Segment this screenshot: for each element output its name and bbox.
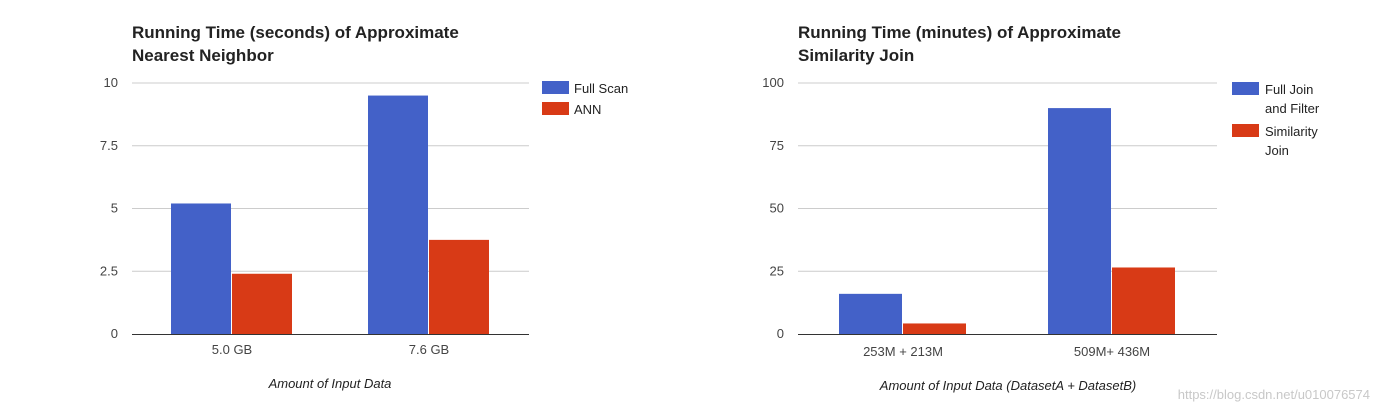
chart-1-y-tick-label: 7.5 bbox=[100, 138, 118, 153]
chart-2-bar-series-1-cat-1 bbox=[839, 293, 902, 334]
chart-2-x-tick-label: 253M + 213M bbox=[863, 344, 943, 359]
chart-1-bar-series-1-cat-1 bbox=[171, 203, 231, 334]
chart-2-y-tick-label: 75 bbox=[770, 138, 784, 153]
chart-1-y-ticks: 0 2.5 5 7.5 10 bbox=[100, 75, 118, 341]
chart-1-legend-swatch-ann bbox=[542, 102, 569, 115]
chart-2-y-tick-label: 0 bbox=[777, 326, 784, 341]
chart-2-x-tick-label: 509M+ 436M bbox=[1074, 344, 1150, 359]
chart-1-legend-label-full-scan: Full Scan bbox=[574, 81, 628, 96]
chart-1-bar-series-2-cat-2 bbox=[429, 239, 489, 334]
chart-1-legend-swatch-full-scan bbox=[542, 81, 569, 94]
watermark-url: https://blog.csdn.net/u010076574 bbox=[1178, 387, 1370, 402]
chart-2-bar-series-2-cat-2 bbox=[1112, 267, 1175, 334]
chart-2-legend-swatch-full-join bbox=[1232, 82, 1259, 95]
chart-1-y-tick-label: 10 bbox=[104, 75, 118, 90]
chart-2-gridlines bbox=[798, 82, 1217, 272]
chart-2-bar-series-1-cat-2 bbox=[1048, 108, 1111, 334]
chart-2-legend-label-line-1: Similarity bbox=[1265, 124, 1318, 139]
chart-2-legend-label-line-2: Join bbox=[1265, 143, 1289, 158]
chart-1-y-tick-label: 0 bbox=[111, 326, 118, 341]
chart-2-y-ticks: 0 25 50 75 100 bbox=[762, 75, 784, 341]
chart-1-x-tick-label: 5.0 GB bbox=[212, 342, 252, 357]
chart-1-legend: Full Scan ANN bbox=[542, 81, 628, 117]
chart-2-x-axis-label: Amount of Input Data (DatasetA + Dataset… bbox=[879, 378, 1136, 393]
chart-1: Running Time (seconds) of Approximate Ne… bbox=[100, 23, 628, 391]
chart-2-y-tick-label: 50 bbox=[770, 201, 784, 216]
chart-2-title-line-2: Similarity Join bbox=[798, 46, 914, 65]
chart-2-legend: Full Join and Filter Similarity Join bbox=[1232, 82, 1320, 158]
chart-2-y-tick-label: 25 bbox=[770, 263, 784, 278]
chart-1-title-line-2: Nearest Neighbor bbox=[132, 46, 274, 65]
chart-1-bars bbox=[171, 95, 489, 334]
chart-1-y-tick-label: 2.5 bbox=[100, 263, 118, 278]
chart-1-x-axis-label: Amount of Input Data bbox=[268, 376, 392, 391]
chart-2-y-tick-label: 100 bbox=[762, 75, 784, 90]
chart-2-legend-label-line-1: Full Join bbox=[1265, 82, 1313, 97]
chart-1-title-line-1: Running Time (seconds) of Approximate bbox=[132, 23, 459, 42]
chart-1-y-tick-label: 5 bbox=[111, 201, 118, 216]
chart-2-bars bbox=[839, 108, 1175, 334]
chart-2-title-line-1: Running Time (minutes) of Approximate bbox=[798, 23, 1121, 42]
chart-1-legend-label-ann: ANN bbox=[574, 102, 601, 117]
chart-2-bar-series-2-cat-1 bbox=[903, 323, 966, 334]
chart-2: Running Time (minutes) of Approximate Si… bbox=[762, 23, 1320, 393]
chart-1-bar-series-2-cat-1 bbox=[232, 273, 292, 334]
chart-1-x-tick-label: 7.6 GB bbox=[409, 342, 449, 357]
chart-2-legend-label-line-2: and Filter bbox=[1265, 101, 1320, 116]
chart-2-legend-swatch-similarity-join bbox=[1232, 124, 1259, 137]
chart-1-bar-series-1-cat-2 bbox=[368, 95, 428, 334]
